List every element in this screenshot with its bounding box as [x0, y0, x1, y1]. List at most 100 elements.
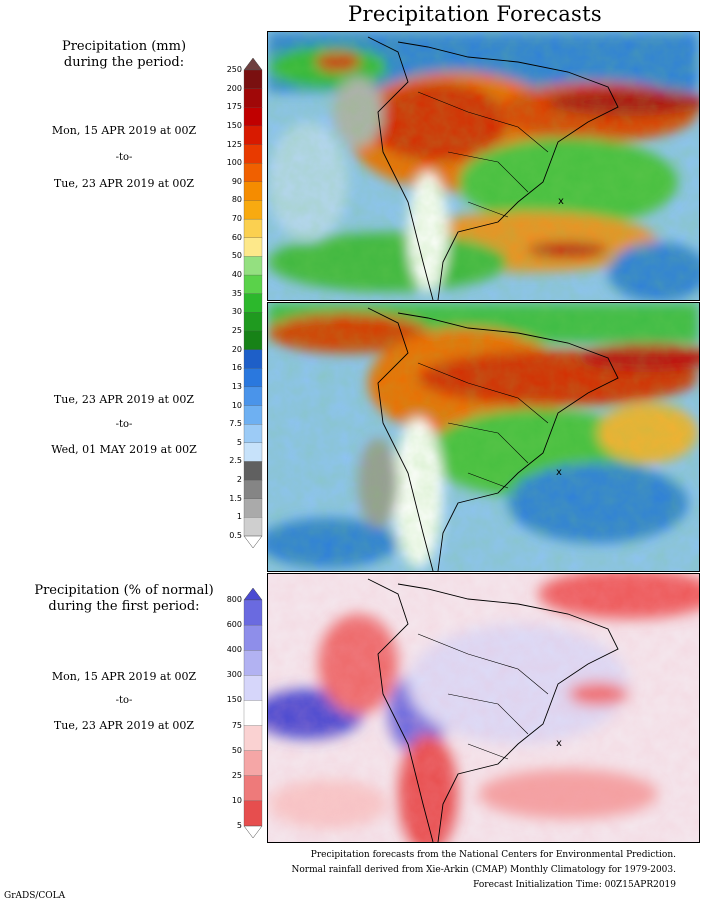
amount-scale-swatch: [243, 218, 263, 239]
amount-scale-swatch: [243, 330, 263, 351]
amount-scale-tick-label: 80: [231, 195, 242, 205]
percent-scale-tick-label: 25: [231, 770, 242, 780]
amount-scale-tick-label: 13: [231, 381, 242, 391]
map-panel-percent-normal: x: [267, 573, 700, 843]
coastline: [367, 578, 619, 842]
amount-scale-tick-label: 200: [226, 83, 242, 93]
amount-scale-swatch: [243, 144, 263, 164]
map-panel-period2: x: [267, 302, 700, 572]
amount-scale-top-arrow: [243, 58, 263, 71]
amount-scale-swatch: [243, 424, 263, 444]
coastline: [367, 307, 619, 571]
amount-scale-swatch: [243, 312, 263, 332]
percent-scale-swatch: [243, 775, 263, 802]
amount-scale-swatch: [243, 368, 263, 388]
amount-scale-swatch: [243, 69, 263, 90]
period1-end: Tue, 23 APR 2019 at 00Z: [53, 177, 195, 190]
percent-scale-tick-label: 400: [226, 645, 242, 655]
amount-scale-tick-label: 2: [236, 475, 242, 485]
amount-scale-tick-label: 20: [231, 344, 242, 354]
amount-scale-swatch: [243, 442, 263, 462]
percent-scale-swatch: [243, 750, 263, 777]
amount-scale-swatch: [243, 107, 263, 127]
precip-map-period2: x: [268, 303, 699, 571]
percent-scale-swatch: [243, 725, 263, 752]
percent-scale-swatch: [243, 599, 263, 626]
percent-scale-swatch: [243, 650, 263, 676]
percent-scale-tick-label: 50: [231, 745, 242, 755]
footer-line2: Normal rainfall derived from Xie-Arkin (…: [291, 865, 677, 875]
percent-scale-swatch: [243, 624, 263, 651]
amount-scale-swatch: [243, 274, 263, 295]
amount-scale-bar: [243, 58, 263, 548]
amount-legend-heading-line1: Precipitation (mm): [61, 39, 187, 54]
amount-scale-swatch: [243, 461, 263, 481]
map-panel-period1: x: [267, 31, 700, 301]
amount-scale-tick-label: 70: [231, 214, 242, 224]
percent-color-scale: 800 600 400 300 150 75 50 25 10 5: [206, 588, 266, 838]
amount-scale-swatch: [243, 237, 263, 257]
period3-end: Tue, 23 APR 2019 at 00Z: [53, 719, 195, 732]
coastline: [367, 36, 619, 300]
percent-scale-tick-label: 600: [226, 620, 242, 630]
grads-credit: GrADS/COLA: [4, 891, 66, 901]
amount-scale-tick-label: 0.5: [229, 531, 242, 540]
amount-scale-tick-label: 30: [231, 307, 242, 317]
country-borders: [417, 633, 549, 760]
percent-legend-heading: Precipitation (% of normal) during the f…: [4, 583, 244, 615]
amount-scale-tick-label: 50: [231, 251, 242, 261]
amount-legend-heading: Precipitation (mm) during the period:: [4, 39, 244, 71]
amount-scale-swatch: [243, 386, 263, 406]
amount-scale-swatch: [243, 479, 263, 500]
amount-scale-tick-label: 40: [231, 270, 242, 280]
period2-start: Tue, 23 APR 2019 at 00Z: [53, 393, 195, 406]
amount-scale-tick-label: 250: [226, 65, 242, 74]
percent-scale-tick-label: 300: [226, 670, 242, 680]
amount-scale-swatch: [243, 200, 263, 220]
precip-map-period1: x: [268, 32, 699, 300]
percent-legend-heading-line1: Precipitation (% of normal): [34, 583, 214, 598]
city-marker: x: [558, 196, 564, 207]
percent-scale-top-arrow: [243, 588, 263, 601]
amount-scale-tick-label: 125: [226, 139, 242, 149]
footer-line1: Precipitation forecasts from the Nationa…: [310, 850, 676, 860]
amount-color-scale: 250 200 175 150 125 100 90 80 70 60 50 40 35 30 25 20 16…: [206, 58, 266, 548]
period3-separator: -to-: [115, 695, 133, 706]
percent-scale-tick-label: 800: [226, 595, 242, 604]
percent-scale-tick-label: 150: [226, 695, 242, 705]
amount-scale-swatch: [243, 256, 263, 276]
amount-scale-tick-label: 35: [231, 288, 242, 298]
percent-normal-map: x: [268, 574, 699, 842]
city-marker: x: [556, 738, 562, 749]
amount-scale-tick-label: 7.5: [229, 419, 242, 429]
percent-scale-bottom-arrow: [243, 825, 263, 838]
amount-scale-swatch: [243, 293, 263, 313]
period2-separator: -to-: [115, 419, 133, 430]
amount-scale-tick-label: 60: [231, 232, 242, 242]
amount-scale-tick-label: 2.5: [229, 456, 242, 466]
percent-legend-heading-line2: during the first period:: [48, 599, 200, 614]
amount-scale-swatch: [243, 88, 263, 108]
amount-scale-swatch: [243, 405, 263, 425]
percent-scale-swatch: [243, 675, 263, 701]
footer-line3: Forecast Initialization Time: 00Z15APR20…: [473, 880, 676, 890]
percent-scale-tick-label: 75: [231, 720, 242, 730]
amount-scale-tick-label: 25: [231, 325, 242, 335]
amount-scale-tick-label: 1: [236, 512, 242, 522]
percent-scale-tick-label: 10: [231, 795, 242, 805]
page-title: Precipitation Forecasts: [348, 2, 602, 26]
amount-scale-tick-label: 10: [231, 400, 242, 410]
period1-start: Mon, 15 APR 2019 at 00Z: [51, 124, 197, 137]
amount-scale-tick-label: 175: [226, 102, 242, 112]
amount-scale-swatch: [243, 517, 263, 537]
amount-scale-tick-label: 150: [226, 120, 242, 130]
amount-scale-swatch: [243, 349, 263, 369]
amount-scale-swatch: [243, 125, 263, 146]
period1-separator: -to-: [115, 152, 133, 163]
amount-legend-heading-line2: during the period:: [63, 55, 185, 70]
city-marker: x: [556, 467, 562, 478]
percent-scale-tick-label: 5: [236, 821, 242, 830]
country-borders: [417, 91, 549, 218]
amount-scale-tick-label: 90: [231, 176, 242, 186]
footer-notes: Precipitation forecasts from the Nationa…: [260, 848, 677, 893]
